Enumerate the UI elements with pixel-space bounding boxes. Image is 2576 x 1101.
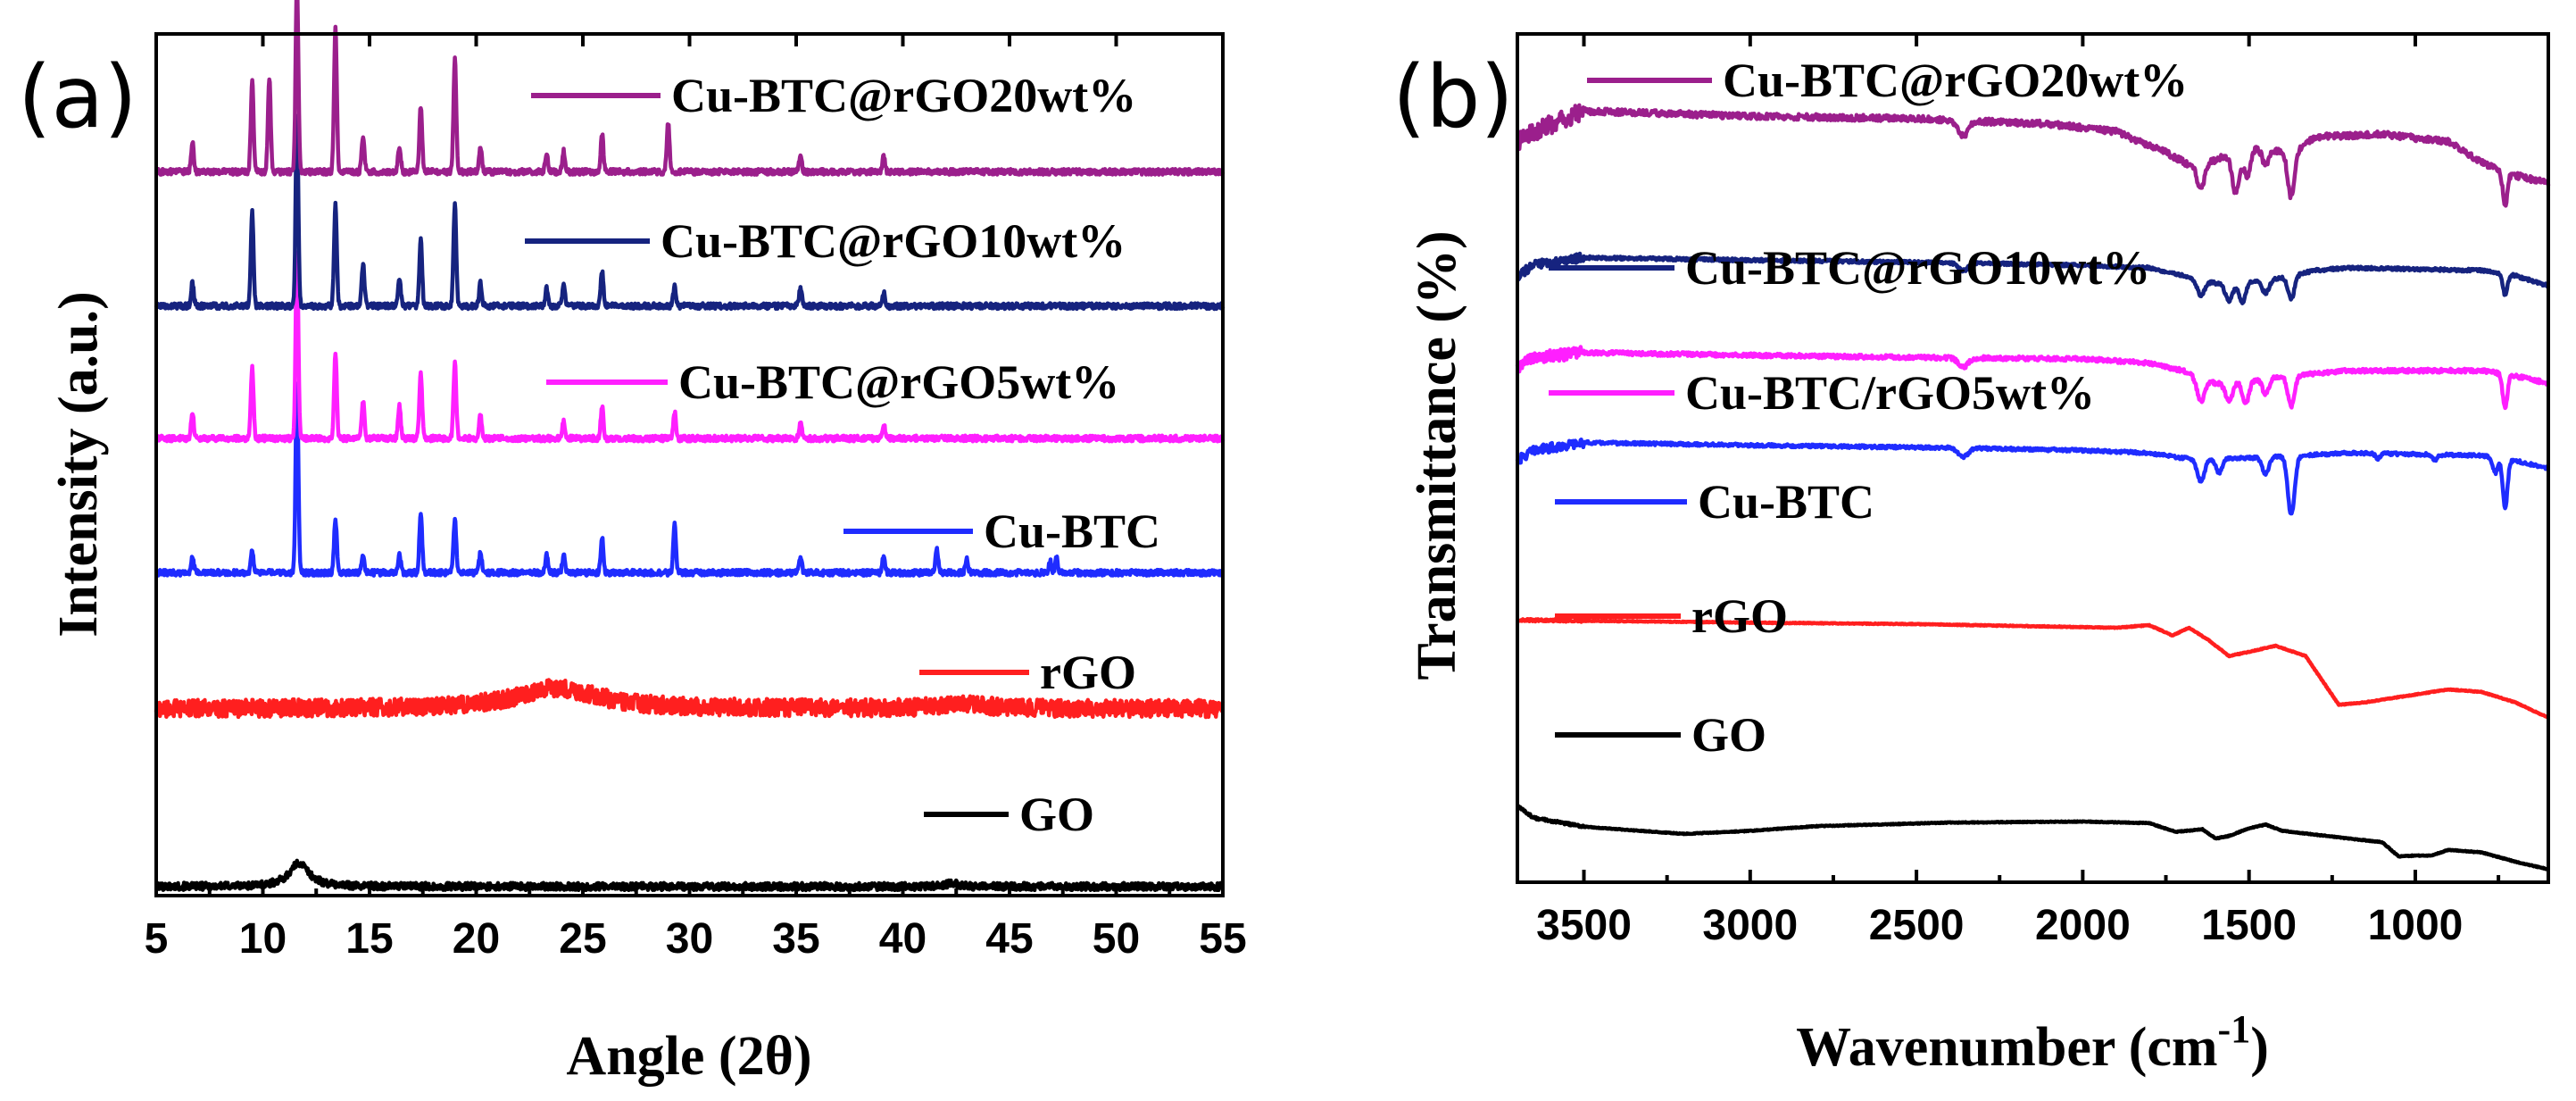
ftir-trace-cu-btc [1515, 437, 2550, 516]
xtick-label-b-2000: 2000 [2035, 902, 2131, 949]
xtick-label-a-55: 55 [1199, 915, 1246, 963]
ftir-trace-cu-btc-rgo5wt [1515, 345, 2550, 411]
ftir-trace-go [1516, 804, 2550, 872]
legend-a-label-cu-btc: Cu-BTC [984, 505, 1160, 558]
xtick-label-b-1500: 1500 [2201, 902, 2297, 949]
xtick-label-a-10: 10 [239, 915, 287, 963]
xrd-trace-rgo [154, 678, 1226, 720]
xtick-label-b-2500: 2500 [1869, 902, 1965, 949]
panel-b-x-axis-title: Wavenumber (cm-1) [1796, 1007, 2269, 1078]
xrd-trace-cu-btc-rgo5wt [154, 250, 1226, 444]
xtick-label-a-5: 5 [145, 915, 169, 963]
legend-b-label-rgo: rGO [1691, 589, 1788, 643]
panel-a-label: (a) [18, 47, 137, 147]
xtick-label-a-20: 20 [453, 915, 500, 963]
panel-b-ftir: (b) GO rGO Cu-BTC Cu-BTC/rGO5wt% Cu-BTC@rGO1… [1392, 32, 2551, 1078]
xtick-label-b-3500: 3500 [1536, 902, 1632, 949]
legend-b-label-cu-btc-rgo20wt: Cu-BTC@rGO20wt% [1723, 54, 2188, 107]
panel-b-frame [1516, 32, 2550, 884]
xrd-trace-cu-btc [154, 381, 1225, 578]
xtick-label-a-50: 50 [1093, 915, 1140, 963]
legend-a-label-rgo: rGO [1040, 646, 1136, 699]
xtick-label-b-1000: 1000 [2368, 902, 2464, 949]
legend-b-label-cu-btc-rgo5wt: Cu-BTC/rGO5wt% [1685, 366, 2095, 420]
legend-a-label-go: GO [1019, 788, 1094, 841]
panel-a-xrd: (a) GO rGO Cu-BTC Cu-BTC@rGO5wt% Cu-BTC@rGO1… [18, 0, 1247, 1087]
panel-a-x-axis: 5 10 15 20 25 30 35 40 45 50 55 [145, 34, 1247, 963]
legend-a-label-cu-btc-rgo10wt: Cu-BTC@rGO10wt% [661, 214, 1126, 268]
panel-b-x-axis-title-main: Wavenumber (cm [1796, 1017, 2217, 1078]
panel-b-x-axis-title-superscript: -1 [2218, 1007, 2251, 1051]
xtick-label-a-45: 45 [985, 915, 1033, 963]
panel-b-y-axis-title: Transmittance (%) [1407, 230, 1467, 680]
panel-a-legend: GO rGO Cu-BTC Cu-BTC@rGO5wt% Cu-BTC@rGO10wt%… [525, 69, 1160, 841]
xtick-label-a-40: 40 [879, 915, 927, 963]
panel-b-legend: GO rGO Cu-BTC Cu-BTC/rGO5wt% Cu-BTC@rGO10wt%… [1549, 54, 2188, 762]
xtick-label-a-35: 35 [772, 915, 819, 963]
legend-a-label-cu-btc-rgo5wt: Cu-BTC@rGO5wt% [678, 355, 1119, 409]
panel-b-x-axis-title-tail: ) [2250, 1017, 2269, 1078]
ftir-trace-cu-btc-rgo10wt [1515, 251, 2551, 305]
xrd-trace-cu-btc-rgo10wt [154, 113, 1226, 312]
panel-a-x-axis-title: Angle (2θ) [566, 1026, 811, 1087]
legend-b-label-cu-btc-rgo10wt: Cu-BTC@rGO10wt% [1685, 241, 2150, 295]
panel-b-traces [1515, 103, 2551, 872]
xtick-label-a-15: 15 [345, 915, 393, 963]
legend-b-label-cu-btc: Cu-BTC [1698, 475, 1874, 529]
xtick-label-a-30: 30 [666, 915, 713, 963]
ftir-trace-cu-btc-rgo20wt [1515, 103, 2551, 208]
panel-b-label: (b) [1392, 47, 1514, 147]
ftir-trace-rgo [1516, 616, 2550, 720]
panel-b-x-axis: 3500 3000 2500 2000 1500 1000 [1536, 34, 2501, 949]
legend-b-label-go: GO [1691, 708, 1766, 762]
legend-a-label-cu-btc-rgo20wt: Cu-BTC@rGO20wt% [671, 69, 1136, 122]
xtick-label-b-3000: 3000 [1702, 902, 1798, 949]
xtick-label-a-25: 25 [559, 915, 606, 963]
panel-a-y-axis-title: Intensity (a.u.) [48, 291, 109, 638]
xrd-trace-cu-btc-rgo20wt [154, 0, 1226, 177]
